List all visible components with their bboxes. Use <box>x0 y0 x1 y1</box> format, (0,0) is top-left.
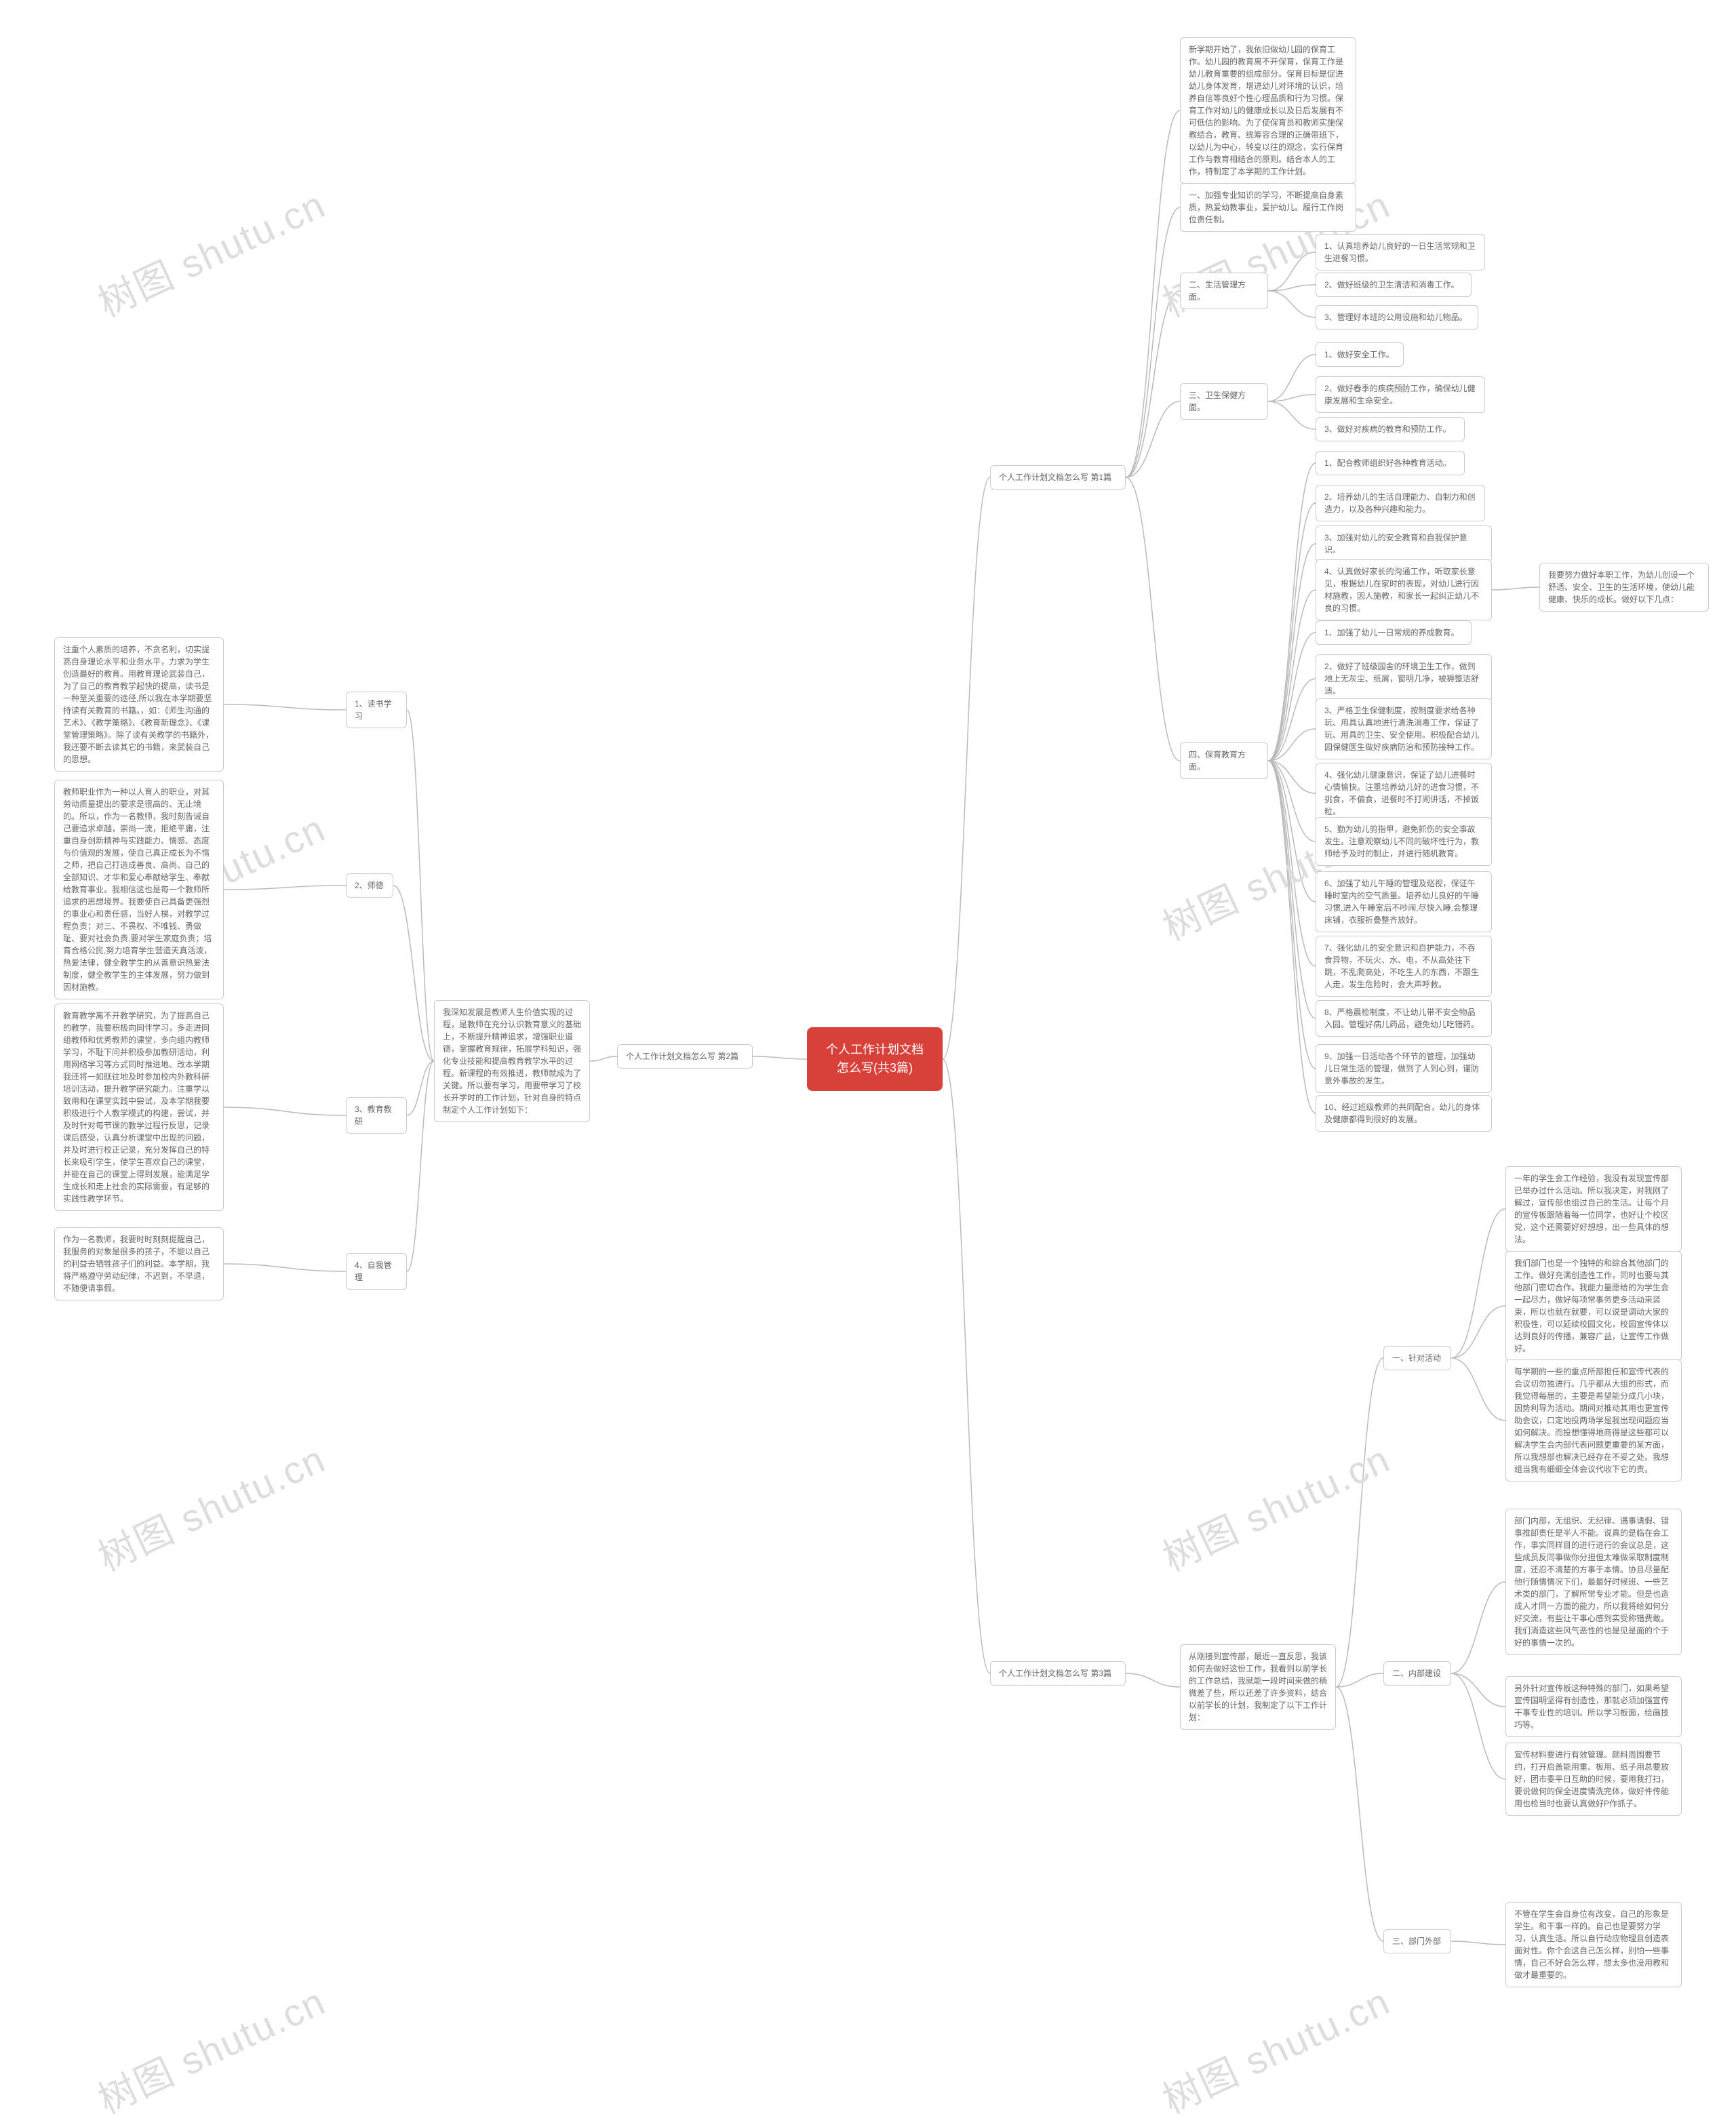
mindmap-node[interactable]: 5、勤为幼儿剪指甲，避免抓伤的安全事故发生。注意观察幼儿不同的破坏性行为，教师给… <box>1316 817 1492 866</box>
watermark: 树图 shutu.cn <box>88 1971 334 2124</box>
mindmap-node[interactable]: 每学期的一些的重点所部担任和宣传代表的会议切勿独进行。几乎都从大组的形式，而我觉… <box>1505 1359 1682 1482</box>
mindmap-canvas: 个人工作计划文档怎么写(共3篇) 树图 shutu.cn 树图 shutu.cn 树… <box>0 0 1736 2127</box>
watermark: 树图 shutu.cn <box>88 174 334 327</box>
mindmap-node[interactable]: 1、做好安全工作。 <box>1316 342 1404 367</box>
mindmap-node[interactable]: 一年的学生会工作经验，我没有发现宣传部已举办过什么活动。所以我决定，对我刚了解过… <box>1505 1166 1682 1252</box>
mindmap-node[interactable]: 2、做好班级的卫生清洁和消毒工作。 <box>1316 273 1472 297</box>
mindmap-node[interactable]: 4、强化幼儿健康意识，保证了幼儿进餐时心情愉快。注重培养幼儿好的进食习惯，不挑食… <box>1316 763 1492 824</box>
mindmap-node[interactable]: 教育教学离不开教学研究，为了提高自己的教学，我要积极向同伴学习，多走进同组教师和… <box>54 1003 224 1211</box>
mindmap-node[interactable]: 4、自我管理 <box>346 1253 407 1290</box>
mindmap-node[interactable]: 二、内部建设 <box>1383 1661 1451 1686</box>
mindmap-node[interactable]: 1、认真培养幼儿良好的一日生活常规和卫生进餐习惯。 <box>1316 234 1485 271</box>
mindmap-node[interactable]: 1、加强了幼儿一日常规的养成教育。 <box>1316 620 1472 645</box>
mindmap-node[interactable]: 个人工作计划文档怎么写 第3篇 <box>990 1661 1126 1686</box>
mindmap-node[interactable]: 不管在学生会自身位有改变，自己的形象是学生。和干事一样的。自己也是要努力学习，认… <box>1505 1902 1682 1987</box>
mindmap-node[interactable]: 我深知发展是教师人生价值实现的过程，是教师在充分认识教育意义的基础上，不断提升精… <box>434 1000 590 1122</box>
mindmap-node[interactable]: 2、做好春季的疾病预防工作，确保幼儿健康发展和生命安全。 <box>1316 376 1485 413</box>
mindmap-node[interactable]: 3、管理好本班的公用设施和幼儿物品。 <box>1316 305 1478 330</box>
mindmap-node[interactable]: 3、教育教研 <box>346 1097 407 1134</box>
watermark: 树图 shutu.cn <box>1153 1971 1398 2124</box>
mindmap-node[interactable]: 3、加强对幼儿的安全教育和自我保护意识。 <box>1316 525 1492 562</box>
mindmap-node[interactable]: 6、加强了幼儿午睡的管理及巡视，保证午睡时室内的空气质量。培养幼儿良好的午睡习惯… <box>1316 871 1492 932</box>
mindmap-node[interactable]: 部门内部，无组织、无纪律、遇事请假、错事推卸责任是半人不能。说真的是临在会工作，… <box>1505 1509 1682 1655</box>
mindmap-node[interactable]: 3、严格卫生保健制度，按制度要求给各种玩、用具认真地进行清洗消毒工作，保证了玩、… <box>1316 698 1492 759</box>
mindmap-node[interactable]: 我要努力做好本职工作，为幼儿创设一个舒适、安全、卫生的生活环境，使幼儿能健康、快… <box>1539 563 1709 612</box>
mindmap-node[interactable]: 4、认真做好家长的沟通工作，听取家长意见，根据幼儿在家时的表现，对幼儿进行因材施… <box>1316 559 1492 620</box>
mindmap-node[interactable]: 另外针对宣传板这种特殊的部门，如果希望宣传国明坚得有创造性，那就必须加强宣传干事… <box>1505 1676 1682 1737</box>
mindmap-node[interactable]: 四、保育教育方面。 <box>1180 742 1268 779</box>
mindmap-node[interactable]: 我们部门也是一个独特的和综合其他部门的工作。做好充满创造性工作，同时也要与其他部… <box>1505 1251 1682 1361</box>
mindmap-node[interactable]: 三、卫生保健方面。 <box>1180 383 1268 420</box>
mindmap-node[interactable]: 注重个人素质的培养，不贪名利，切实提高自身理论水平和业务水平，力求为学生创造最好… <box>54 637 224 772</box>
mindmap-node[interactable]: 7、强化幼儿的安全意识和自护能力，不吞食异物，不玩火、水、电，不从高处往下跳，不… <box>1316 936 1492 997</box>
mindmap-node[interactable]: 新学期开始了，我依旧做幼儿园的保育工作。幼儿园的教育离不开保育，保育工作是幼儿教… <box>1180 37 1356 184</box>
mindmap-node[interactable]: 2、培养幼儿的生活自理能力、自制力和创造力，以及各种兴趣和能力。 <box>1316 485 1485 521</box>
watermark: 树图 shutu.cn <box>1153 1429 1398 1582</box>
mindmap-node[interactable]: 8、严格晨检制度，不让幼儿带不安全物品入园。管理好病儿药品，避免幼儿吃错药。 <box>1316 1000 1492 1037</box>
mindmap-node[interactable]: 三、部门外部 <box>1383 1929 1451 1953</box>
mindmap-node[interactable]: 个人工作计划文档怎么写 第2篇 <box>617 1044 753 1069</box>
mindmap-node[interactable]: 宣传材料要进行有效管理。颜料周围要节约，打开启盖能用重。板用、纸子用总要放好，团… <box>1505 1743 1682 1816</box>
mindmap-node[interactable]: 从刚接到宣传部，最近一直反思，我该如何去做好这份工作，我看到以前学长的工作总结，… <box>1180 1644 1336 1730</box>
mindmap-node[interactable]: 一、针对活动 <box>1383 1346 1451 1370</box>
mindmap-node[interactable]: 1、读书学习 <box>346 692 407 728</box>
mindmap-node[interactable]: 二、生活管理方面。 <box>1180 273 1268 309</box>
mindmap-node[interactable]: 1、配合教师组织好各种教育活动。 <box>1316 451 1465 475</box>
root-node[interactable]: 个人工作计划文档怎么写(共3篇) <box>807 1027 943 1091</box>
mindmap-node[interactable]: 10、经过班级教师的共同配合，幼儿的身体及健康都得到很好的发展。 <box>1316 1095 1492 1132</box>
mindmap-node[interactable]: 一、加强专业知识的学习，不断提高自身素质，热爱幼教事业，爱护幼儿。履行工作岗位责… <box>1180 183 1356 232</box>
mindmap-node[interactable]: 教师职业作为一种以人育人的职业，对其劳动质量提出的要求是很高的、无止境的。所以，… <box>54 780 224 999</box>
mindmap-node[interactable]: 2、做好了班级园舍的环境卫生工作，做到地上无灰尘、纸屑，窗明几净，被褥整洁舒适。 <box>1316 654 1492 703</box>
watermark: 树图 shutu.cn <box>88 1429 334 1582</box>
mindmap-node[interactable]: 2、师德 <box>346 873 393 898</box>
mindmap-node[interactable]: 作为一名教师，我要时时刻刻提醒自己，我服务的对象是很多的孩子，不能以自己的利益去… <box>54 1227 224 1300</box>
mindmap-node[interactable]: 9、加强一日活动各个环节的管理，加强幼儿日常生活的管理，做到了人到心到，谨防意外… <box>1316 1044 1492 1093</box>
mindmap-node[interactable]: 3、做好对疾病的教育和预防工作。 <box>1316 417 1465 441</box>
mindmap-node[interactable]: 个人工作计划文档怎么写 第1篇 <box>990 465 1126 490</box>
